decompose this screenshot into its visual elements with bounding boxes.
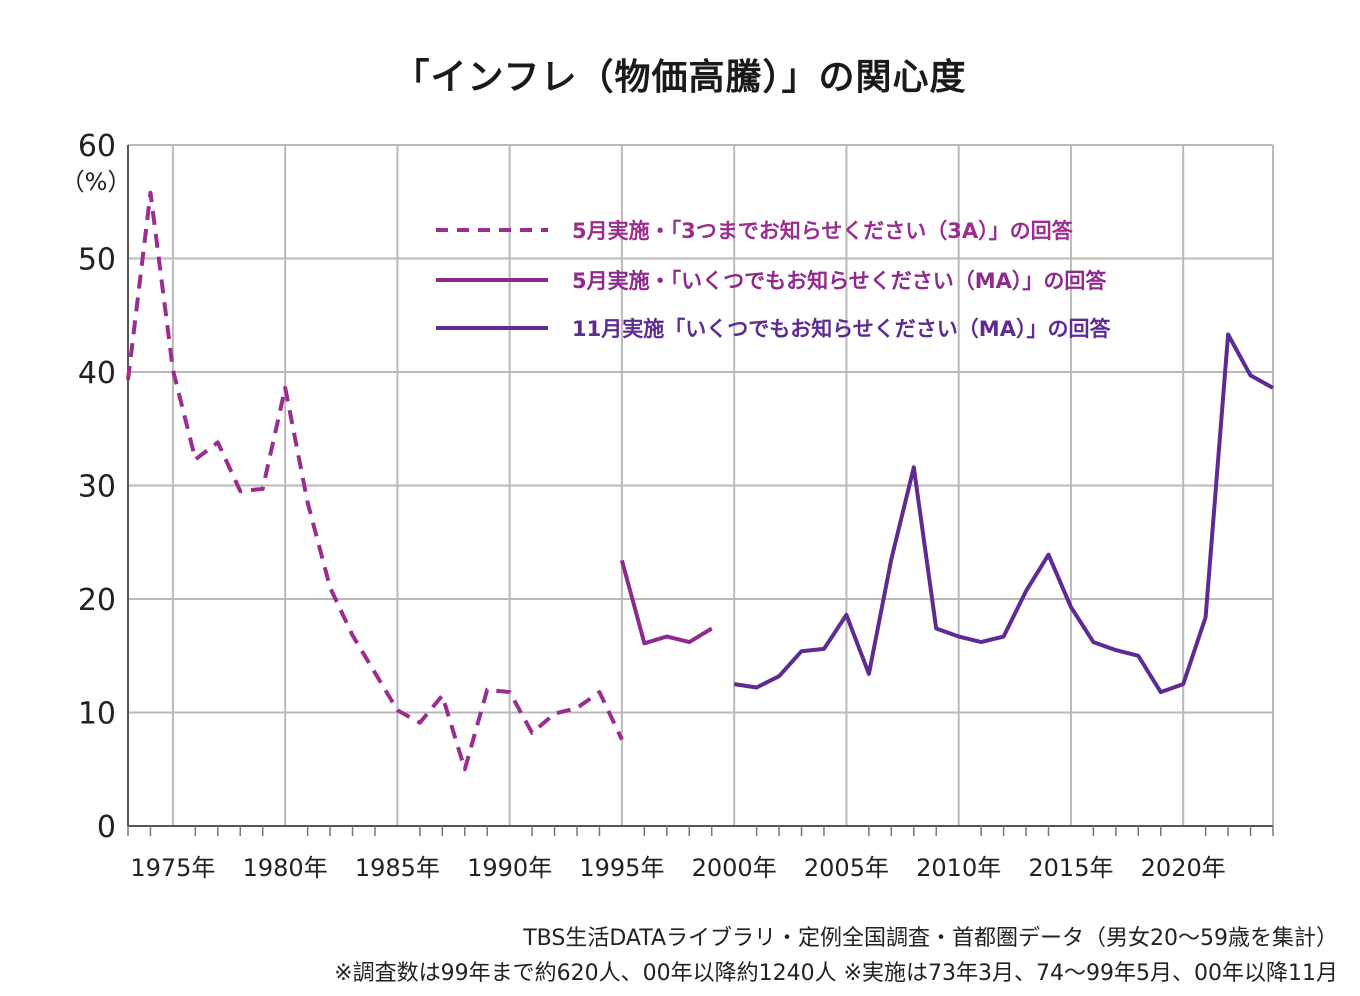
y-tick-label: 60 <box>78 129 116 164</box>
y-unit-label: （%） <box>61 168 132 196</box>
legend-label-3: 11月実施「いくつでもお知らせください（MA）」の回答 <box>572 317 1111 341</box>
x-tick-label: 1985年 <box>355 854 440 882</box>
x-tick-label: 1990年 <box>467 854 552 882</box>
y-tick-label: 30 <box>78 470 116 505</box>
y-tick-label: 0 <box>97 810 116 845</box>
y-tick-label: 50 <box>78 243 116 278</box>
x-tick-label: 2020年 <box>1141 854 1226 882</box>
survey-note: ※調査数は99年まで約620人、00年以降約1240人 ※実施は73年3月、74… <box>334 961 1338 986</box>
series-lines <box>126 190 1274 772</box>
x-tick-label: 2005年 <box>804 854 889 882</box>
x-tick-label: 1975年 <box>130 854 215 882</box>
y-tick-label: 40 <box>78 356 116 391</box>
legend-label-2: 5月実施・「いくつでもお知らせください（MA）」の回答 <box>572 269 1107 293</box>
axes: 0 10 20 30 40 50 60 （%） 1975年 1980年 1985年 1990年 1995… <box>61 129 1274 882</box>
y-tick-label: 10 <box>78 697 116 732</box>
x-tick-label: 1995年 <box>579 854 664 882</box>
source-footnote: TBS生活DATAライブラリ・定例全国調査・首都圏データ（男女20〜59歳を集計… <box>523 926 1338 951</box>
x-tick-label: 2015年 <box>1028 854 1113 882</box>
chart-title: 「インフレ（物価高騰）」の関心度 <box>393 57 967 98</box>
x-tick-label: 1980年 <box>243 854 328 882</box>
x-tick-label: 2010年 <box>916 854 1001 882</box>
legend-label-1: 5月実施・「3つまでお知らせください（3A）」の回答 <box>572 219 1074 243</box>
y-tick-label: 20 <box>78 583 116 618</box>
series-line-3 <box>733 332 1274 695</box>
series-line-1 <box>126 190 624 772</box>
series-line-2 <box>619 559 713 646</box>
grid <box>128 144 1274 827</box>
x-tick-label: 2000年 <box>692 854 777 882</box>
legend: 5月実施・「3つまでお知らせください（3A）」の回答 5月実施・「いくつでもお知ら… <box>436 219 1111 341</box>
